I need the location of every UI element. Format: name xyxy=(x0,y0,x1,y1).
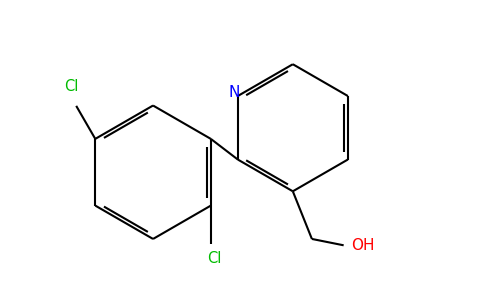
Text: OH: OH xyxy=(351,238,375,253)
Text: Cl: Cl xyxy=(207,251,221,266)
Text: N: N xyxy=(229,85,241,100)
Text: Cl: Cl xyxy=(64,80,78,94)
